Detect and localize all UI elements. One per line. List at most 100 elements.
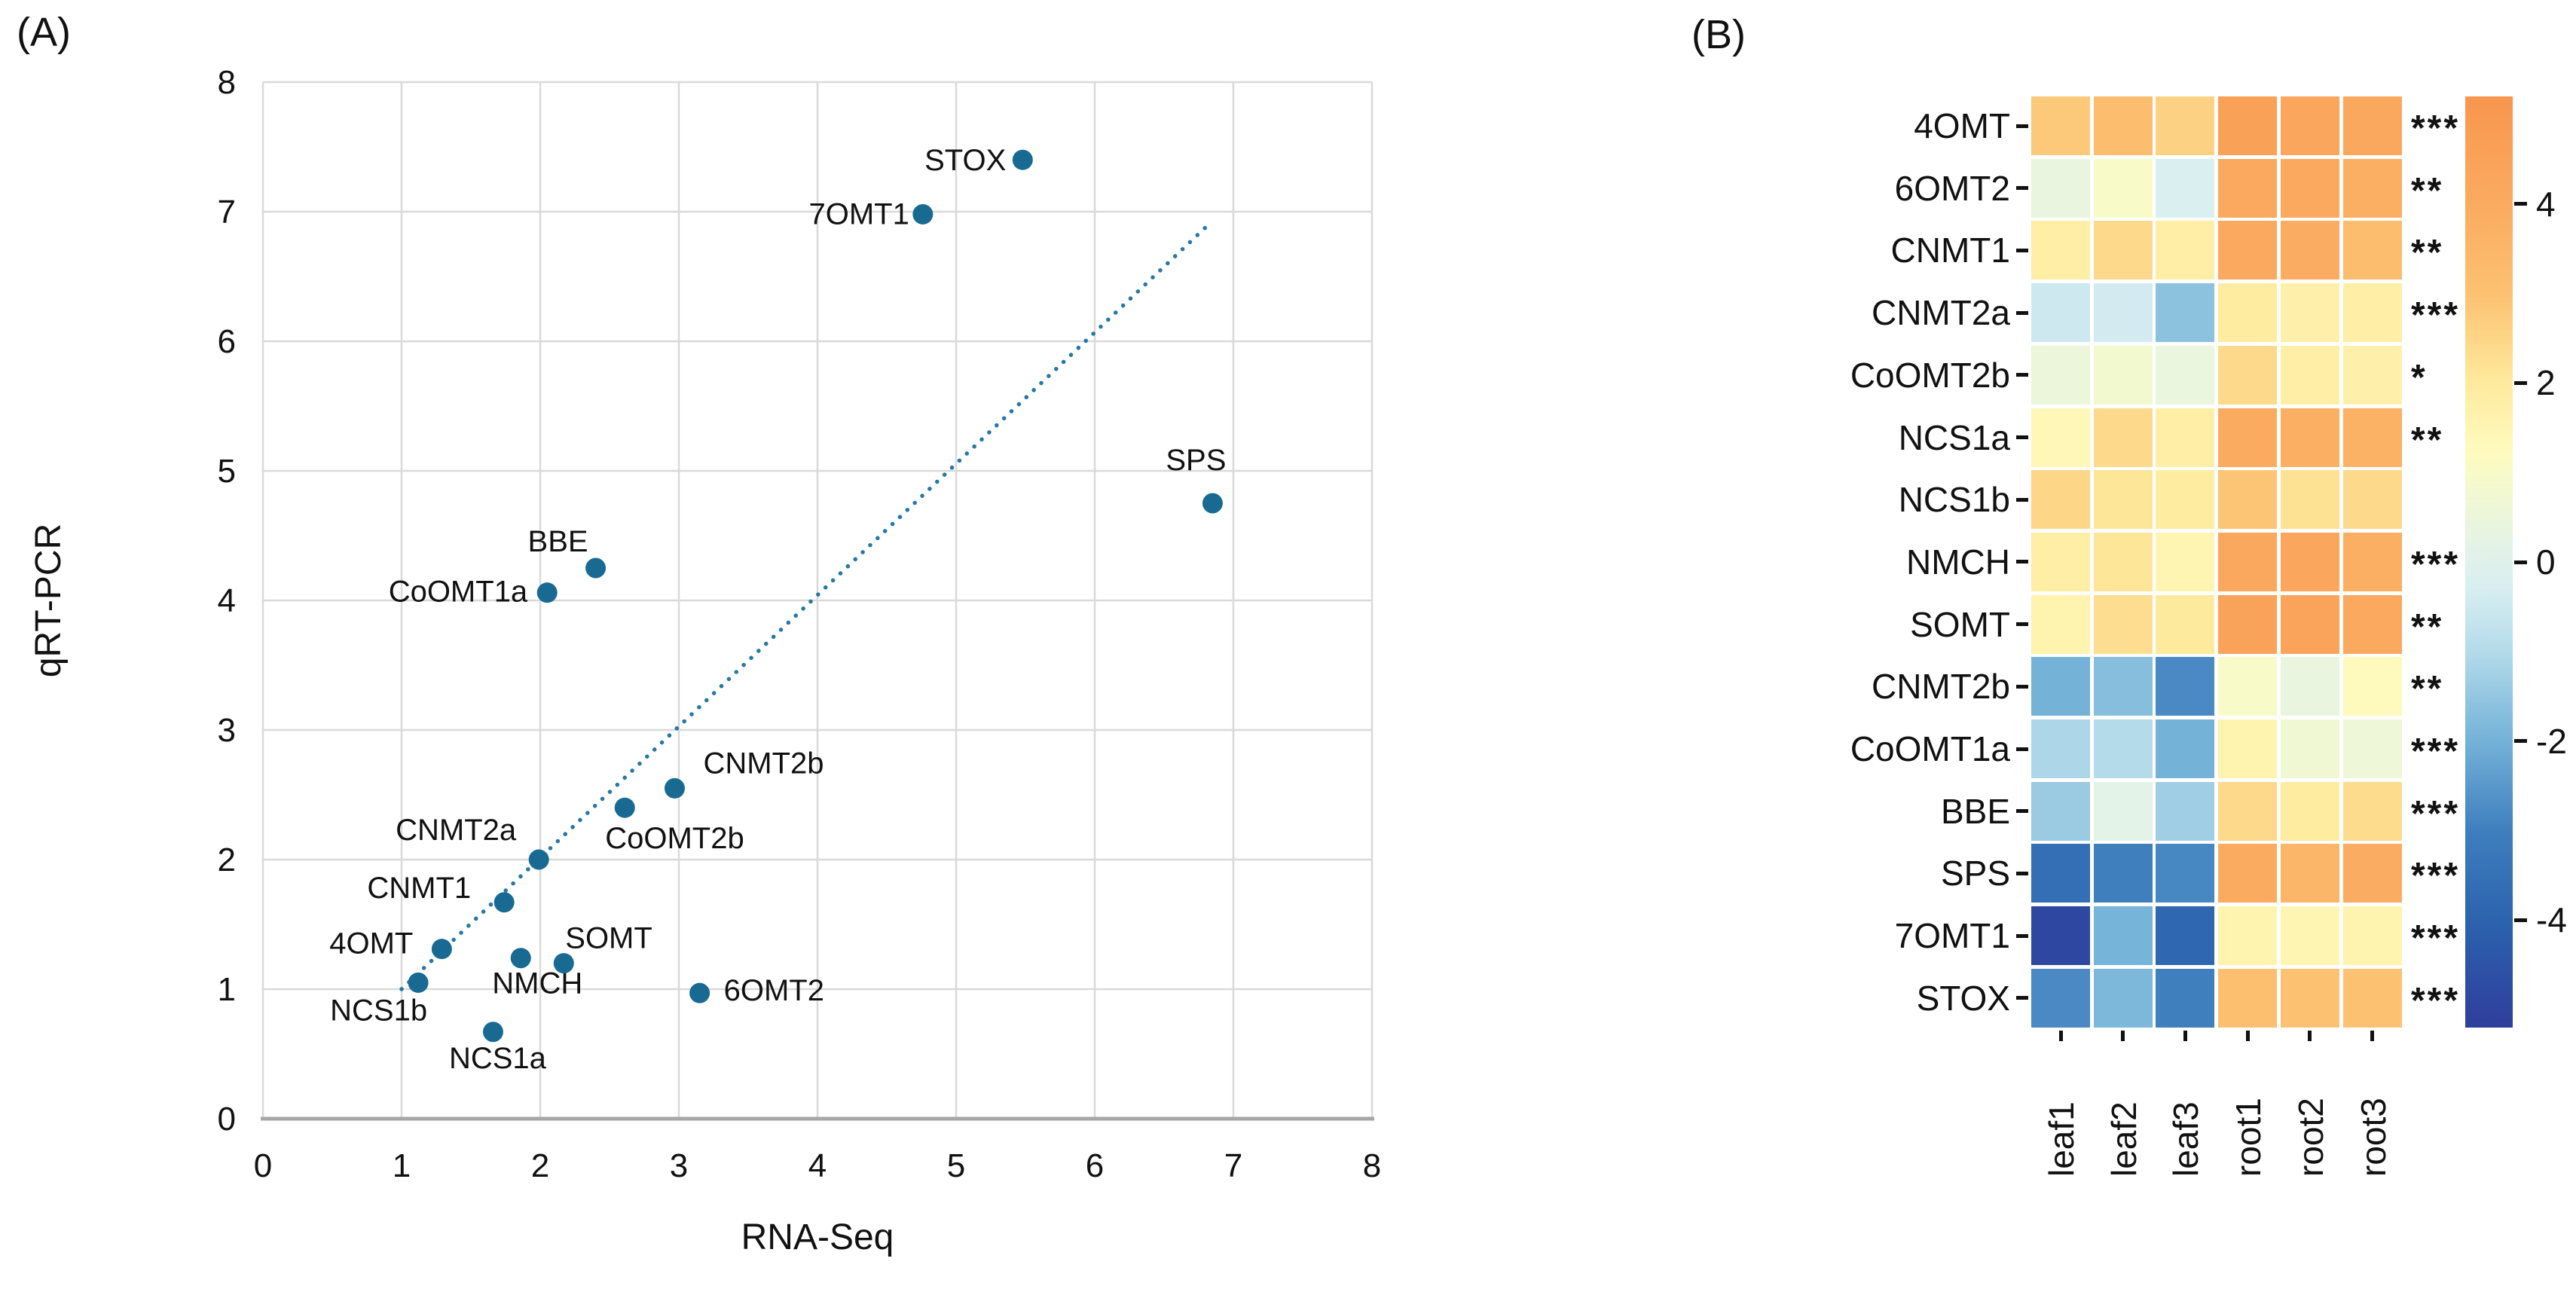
heatmap-row-label: 7OMT1 — [1894, 916, 2010, 956]
heatmap-cell — [2156, 906, 2215, 966]
heatmap-cell — [2342, 781, 2402, 841]
data-point-label: BBE — [528, 525, 588, 558]
data-point — [536, 582, 558, 603]
heatmap-cell — [2093, 221, 2153, 280]
heatmap-cell — [2280, 781, 2339, 841]
heatmap-row-label: CNMT1 — [1890, 231, 2010, 270]
heatmap-cell — [2156, 719, 2215, 778]
heatmap-cell — [2093, 657, 2153, 716]
heatmap-cell — [2156, 532, 2215, 591]
colorbar-tick-mark — [2514, 739, 2527, 744]
heatmap-cell — [2093, 283, 2153, 343]
heatmap-cell — [2342, 221, 2402, 280]
colorbar-tick-mark — [2514, 202, 2527, 206]
heatmap-cell — [2342, 408, 2402, 467]
column-tick-mark — [2183, 1031, 2187, 1041]
row-tick-mark — [2016, 248, 2028, 252]
heatmap-cell — [2156, 470, 2215, 530]
column-tick-mark — [2058, 1031, 2063, 1041]
colorbar-tick-mark — [2514, 918, 2527, 922]
heatmap-cell — [2031, 408, 2090, 467]
colorbar-tick-mark — [2514, 380, 2527, 385]
significance-stars: ** — [2411, 170, 2444, 211]
data-point-label: NCS1b — [330, 994, 427, 1027]
data-point-label: NCS1a — [449, 1042, 547, 1075]
heatmap-cell — [2280, 719, 2339, 778]
heatmap-cell — [2093, 345, 2153, 405]
data-point — [553, 953, 574, 974]
heatmap-cell — [2093, 968, 2153, 1028]
colorbar-tick-label: 2 — [2536, 363, 2556, 403]
heatmap-row-label: CNMT2a — [1871, 293, 2010, 333]
heatmap-column-label: leaf2 — [2104, 1101, 2144, 1177]
heatmap-cell — [2280, 594, 2339, 654]
data-point-label: NMCH — [492, 967, 582, 1000]
y-axis-title: qRT-PCR — [29, 524, 69, 678]
colorbar-tick-mark — [2514, 560, 2527, 564]
data-point — [494, 892, 515, 913]
row-tick-mark — [2016, 124, 2028, 128]
data-point — [431, 939, 452, 960]
row-tick-mark — [2016, 747, 2028, 751]
y-axis-tick-label: 5 — [218, 453, 236, 490]
column-tick-mark — [2370, 1031, 2374, 1041]
heatmap-cell — [2218, 781, 2278, 841]
data-point-label: STOX — [924, 144, 1006, 177]
heatmap-cell — [2218, 221, 2278, 280]
significance-stars: *** — [2411, 980, 2461, 1021]
heatmap-row-label: CoOMT1a — [1850, 729, 2010, 768]
heatmap-cell — [2280, 221, 2339, 280]
row-tick-mark — [2016, 186, 2028, 191]
heatmap-cell — [2156, 657, 2215, 716]
heatmap-cell — [2342, 96, 2402, 155]
data-point-label: 7OMT1 — [808, 197, 909, 231]
heatmap-row-label: STOX — [1916, 978, 2010, 1018]
row-tick-mark — [2016, 996, 2028, 1000]
heatmap-cell — [2031, 968, 2090, 1028]
heatmap-cell — [2218, 594, 2278, 654]
x-axis-title: RNA-Seq — [741, 1217, 894, 1257]
data-point-label: SOMT — [565, 922, 652, 955]
heatmap-cell — [2156, 408, 2215, 467]
heatmap-cell — [2031, 906, 2090, 966]
scatter-plot: 0 1 2 3 4 5 6 7 8 0 1 2 3 4 5 6 7 8 qRT-PCR RNA-Seq STOX 7OMT… — [29, 64, 1381, 1257]
y-axis-tick-label: 8 — [218, 64, 236, 101]
heatmap-cell — [2031, 532, 2090, 591]
column-tick-mark — [2245, 1031, 2250, 1041]
significance-stars: *** — [2411, 732, 2461, 771]
colorbar-tick-label: 4 — [2536, 184, 2556, 224]
heatmap-cell — [2280, 96, 2339, 155]
heatmap-cell — [2156, 283, 2215, 343]
y-axis-tick-label: 0 — [218, 1101, 236, 1138]
significance-stars: ** — [2411, 669, 2444, 710]
data-point-label: SPS — [1166, 444, 1226, 477]
heatmap-column-label: root2 — [2290, 1098, 2330, 1177]
panel-b-label: (B) — [1691, 12, 1746, 57]
heatmap-cell — [2093, 158, 2153, 218]
heatmap-cell — [2093, 719, 2153, 778]
heatmap-column-label: leaf1 — [2042, 1101, 2081, 1177]
data-point — [510, 948, 531, 969]
x-axis-tick-label: 0 — [254, 1147, 272, 1184]
significance-stars: *** — [2411, 793, 2461, 834]
heatmap-cell — [2093, 96, 2153, 155]
data-point — [528, 849, 549, 870]
heatmap-cell — [2342, 844, 2402, 903]
heatmap-cell — [2218, 283, 2278, 343]
heatmap-cell — [2342, 345, 2402, 405]
data-point-label: 4OMT — [329, 927, 413, 961]
data-point — [408, 972, 429, 993]
heatmap-cell — [2342, 657, 2402, 716]
heatmap-cell — [2218, 719, 2278, 778]
data-point-label: 6OMT2 — [724, 974, 824, 1007]
data-point-label: CNMT2a — [396, 814, 517, 847]
heatmap-row-label: CNMT2b — [1871, 667, 2010, 707]
heatmap-cell — [2031, 283, 2090, 343]
significance-stars: ** — [2411, 420, 2444, 460]
heatmap-cell — [2342, 470, 2402, 530]
data-point — [585, 557, 607, 579]
column-tick-mark — [2121, 1031, 2125, 1041]
heatmap-row-label: SPS — [1940, 854, 2010, 893]
y-axis-tick-label: 3 — [218, 712, 236, 749]
x-axis-tick-label: 4 — [808, 1147, 827, 1184]
